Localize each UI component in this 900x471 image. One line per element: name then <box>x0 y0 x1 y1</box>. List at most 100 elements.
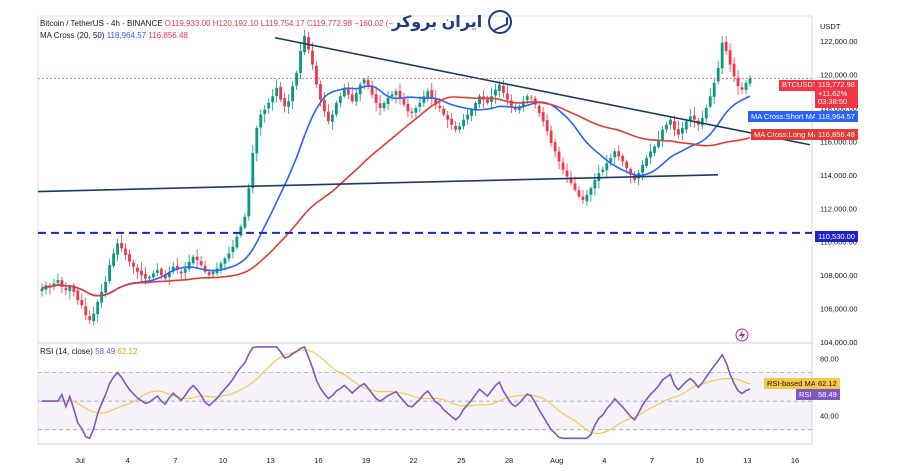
candle-body <box>386 97 390 105</box>
candle-body <box>283 98 287 107</box>
time-tick-label: 7 <box>650 456 654 465</box>
price-tick-label: 114,000.00 <box>820 171 857 180</box>
candle-body <box>418 102 422 107</box>
candle-body <box>494 89 497 96</box>
candle-body <box>203 265 207 272</box>
candle-body <box>426 91 430 98</box>
candle-body <box>366 80 370 87</box>
candle-body <box>132 262 135 267</box>
candle-body <box>120 242 123 249</box>
candle-body <box>155 270 159 273</box>
candle-body <box>509 100 513 107</box>
candle-body <box>501 85 505 93</box>
ma-short-value: 118,964.57 <box>106 31 147 40</box>
candle-body <box>92 313 96 322</box>
ma-legend: MA Cross (20, 50) 118,964.57 116,856.48 <box>40 31 188 40</box>
candle-body <box>657 139 660 148</box>
candle-body <box>589 188 593 195</box>
candle-body <box>323 100 326 112</box>
candle-body <box>112 253 115 266</box>
candle-body <box>299 51 302 73</box>
candle-body <box>227 253 231 259</box>
rsi-ma-tag-value: 62.12 <box>815 378 840 389</box>
rsi-tag-name: RSI <box>796 389 815 400</box>
lightning-icon <box>739 330 745 340</box>
candle-body <box>478 96 481 105</box>
candle-body <box>330 114 334 122</box>
candle-body <box>677 129 680 135</box>
short-ma-tag-name: MA Cross:Short MA <box>748 111 820 122</box>
candle-body <box>163 274 167 279</box>
candle-body <box>334 102 338 115</box>
ascending-trendline <box>37 174 719 193</box>
candle-body <box>346 89 350 95</box>
candle-body <box>88 316 92 321</box>
candle-body <box>100 291 104 303</box>
candle-body <box>422 96 426 103</box>
candle-body <box>267 102 271 109</box>
candle-body <box>263 109 267 115</box>
candle-body <box>517 106 521 111</box>
candle-body <box>231 246 235 253</box>
candle-body <box>740 87 744 90</box>
candle-body <box>104 281 108 293</box>
long-ma-tag-name: MA Cross:Long MA <box>751 129 822 140</box>
candle-body <box>549 130 553 144</box>
candle-body <box>414 107 418 113</box>
candle-body <box>649 151 652 158</box>
candle-body <box>605 163 609 171</box>
candle-body <box>179 271 183 274</box>
candle-body <box>84 306 88 316</box>
candle-body <box>537 105 541 113</box>
candle-body <box>68 286 72 292</box>
candle-body <box>56 280 60 283</box>
candle-body <box>211 271 215 275</box>
candle-body <box>474 102 477 110</box>
candle-body <box>577 190 581 197</box>
candle-body <box>295 72 298 86</box>
candle-body <box>470 109 473 116</box>
candle-body <box>223 258 227 264</box>
time-tick-label: 16 <box>314 456 322 465</box>
candle-body <box>319 84 322 100</box>
candle-body <box>410 111 414 113</box>
time-tick-label: 10 <box>219 456 227 465</box>
candle-body <box>692 115 696 120</box>
candle-body <box>128 254 131 262</box>
candle-body <box>573 183 577 190</box>
candle-body <box>645 158 648 167</box>
candle-body <box>358 84 362 95</box>
time-tick-label: 22 <box>409 456 417 465</box>
rsi-ma-tag-name: RSI-based MA <box>764 378 819 389</box>
candle-body <box>191 256 195 264</box>
candle-body <box>525 96 529 100</box>
rsi-ma-value: 62.12 <box>117 347 138 356</box>
candle-body <box>613 151 617 158</box>
candle-body <box>382 102 386 109</box>
candle-body <box>661 129 664 142</box>
descending-trendline <box>274 36 811 146</box>
candle-body <box>680 128 684 134</box>
logo-icon <box>488 10 513 34</box>
time-tick-label: 13 <box>743 456 751 465</box>
time-tick-label: 19 <box>362 456 370 465</box>
candle-body <box>315 65 318 85</box>
candle-body <box>653 146 656 153</box>
candle-body <box>442 108 446 115</box>
candle-body <box>561 162 565 170</box>
price-tag-timer: 03:38:50 <box>818 97 848 106</box>
candle-body <box>40 288 44 292</box>
candle-body <box>52 283 56 287</box>
candle-body <box>553 142 557 152</box>
candle-body <box>311 50 314 65</box>
time-tick-label: Aug <box>550 456 563 465</box>
candle-body <box>505 93 509 100</box>
time-tick-label: 4 <box>602 456 606 465</box>
candle-body <box>140 270 143 276</box>
candle-body <box>108 265 112 282</box>
candle-body <box>621 156 625 162</box>
candle-body <box>291 86 294 102</box>
time-tick-label: 13 <box>266 456 274 465</box>
ma-title: MA Cross (20, 50) <box>40 31 105 40</box>
